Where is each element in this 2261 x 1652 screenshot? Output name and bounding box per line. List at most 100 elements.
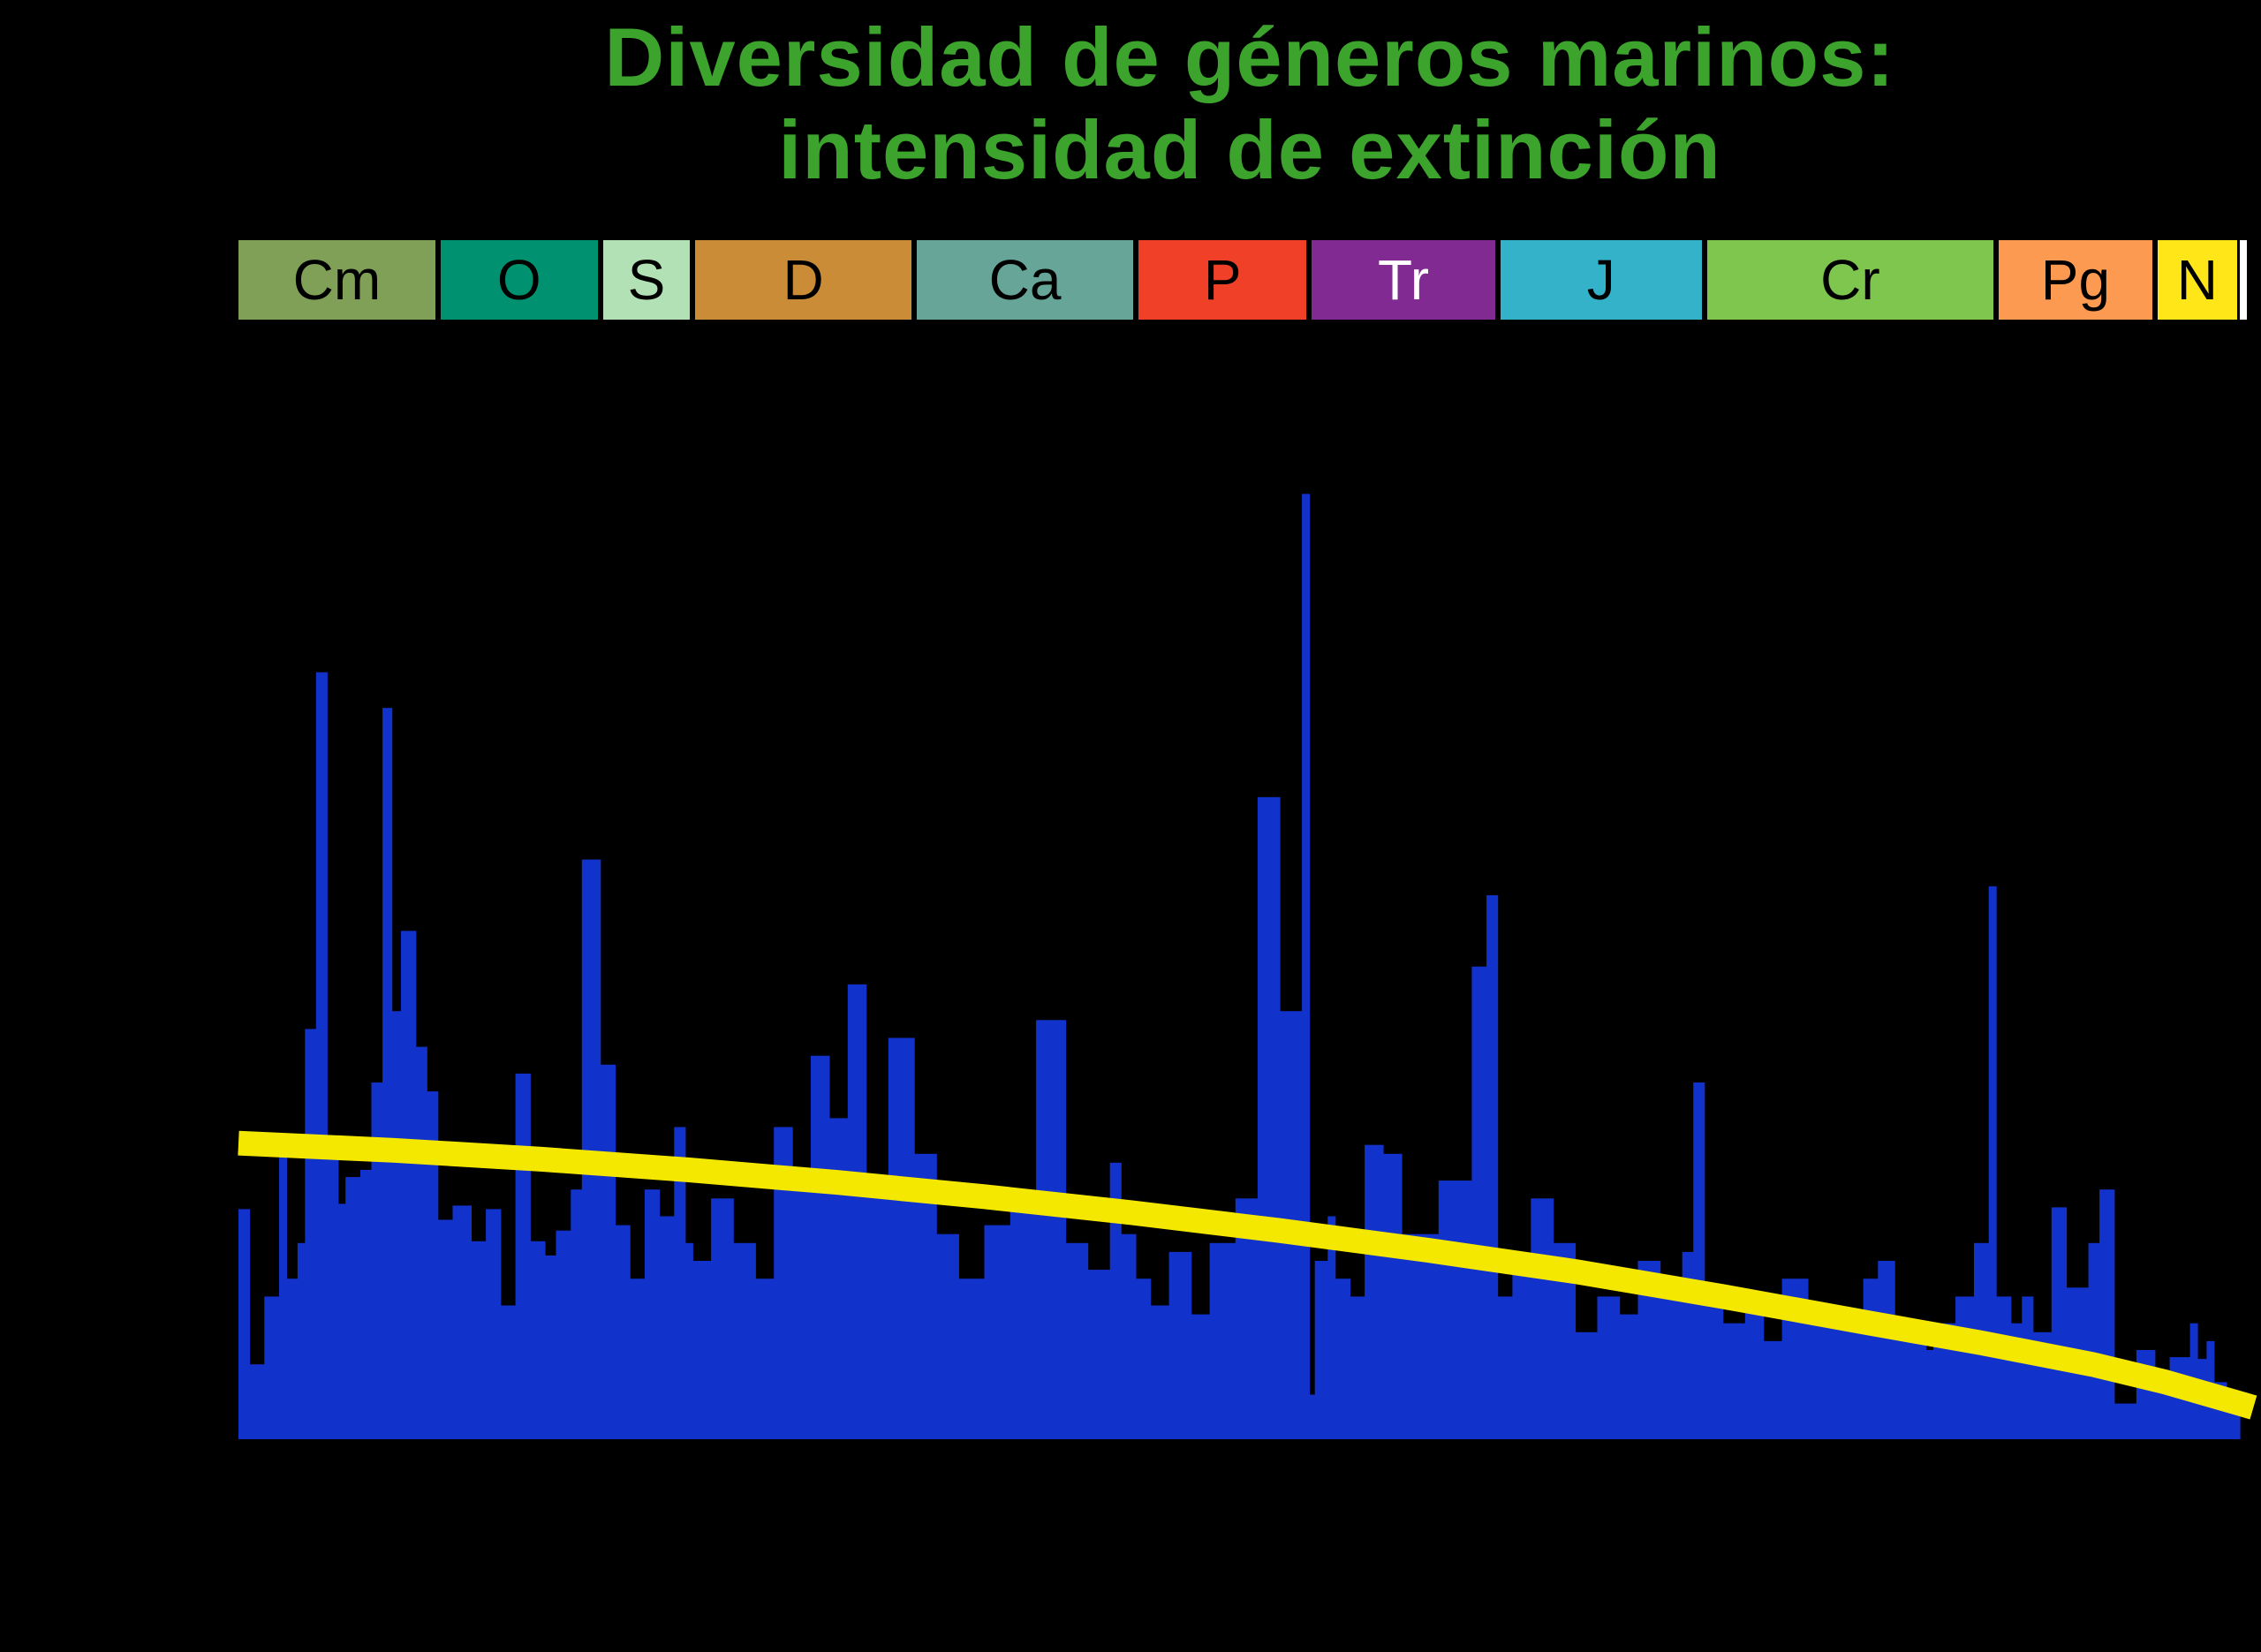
extinction-bar bbox=[674, 1127, 686, 1439]
extinction-bar bbox=[2226, 1389, 2234, 1439]
extinction-bar bbox=[530, 1241, 546, 1439]
extinction-bar bbox=[1497, 1296, 1513, 1439]
extinction-bar bbox=[238, 1209, 251, 1439]
extinction-bar bbox=[1350, 1296, 1365, 1439]
extinction-bar bbox=[755, 1279, 775, 1439]
period-label-S: S bbox=[627, 248, 666, 312]
extinction-bar bbox=[2213, 1382, 2221, 1439]
extinction-bar bbox=[345, 1177, 361, 1439]
extinction-bar bbox=[1065, 1242, 1089, 1439]
extinction-bar bbox=[1402, 1233, 1440, 1439]
extinction-bar bbox=[684, 1242, 693, 1439]
extinction-bar bbox=[382, 707, 393, 1439]
extinction-bar bbox=[1209, 1242, 1236, 1439]
extinction-bar bbox=[1383, 1153, 1403, 1439]
extinction-bar bbox=[1365, 1144, 1384, 1439]
period-label-J: J bbox=[1586, 248, 1615, 312]
extinction-bar bbox=[1257, 796, 1281, 1439]
extinction-bar bbox=[401, 931, 417, 1439]
extinction-bar bbox=[1135, 1279, 1152, 1439]
extinction-bar bbox=[1302, 494, 1311, 1439]
extinction-bar bbox=[1704, 1296, 1724, 1439]
extinction-bar bbox=[958, 1279, 986, 1439]
extinction-bar bbox=[2022, 1296, 2034, 1439]
extinction-bars bbox=[238, 494, 2241, 1439]
extinction-bar bbox=[1597, 1296, 1621, 1439]
extinction-bar bbox=[733, 1242, 756, 1439]
extinction-bar bbox=[1309, 1394, 1316, 1439]
trend-line bbox=[238, 1130, 2257, 1420]
extinction-bar bbox=[437, 1219, 454, 1439]
extinction-bar bbox=[866, 1189, 889, 1439]
extinction-bar bbox=[427, 1091, 439, 1439]
band-right-edge-marker bbox=[2240, 240, 2247, 320]
extinction-bar bbox=[1807, 1323, 1834, 1439]
extinction-bar bbox=[1878, 1261, 1895, 1439]
period-label-Tr: Tr bbox=[1378, 248, 1430, 312]
period-label-D: D bbox=[783, 248, 824, 312]
extinction-bar bbox=[1619, 1314, 1639, 1439]
extinction-bar bbox=[1327, 1216, 1336, 1439]
extinction-bar bbox=[471, 1241, 487, 1439]
period-box-Ca: Ca bbox=[917, 240, 1133, 320]
extinction-bar bbox=[1314, 1261, 1328, 1439]
period-box-Pg: Pg bbox=[1999, 240, 2152, 320]
period-box-Tr: Tr bbox=[1312, 240, 1495, 320]
extinction-bar bbox=[659, 1216, 675, 1439]
page-title: Diversidad de géneros marinos: intensida… bbox=[238, 11, 2261, 197]
extinction-bar bbox=[1438, 1181, 1472, 1439]
period-box-O: O bbox=[440, 240, 598, 320]
extinction-bar bbox=[615, 1225, 631, 1439]
page-title-line1: Diversidad de géneros marinos: bbox=[604, 11, 1895, 103]
extinction-bar bbox=[1763, 1340, 1783, 1439]
extinction-bar bbox=[1722, 1323, 1746, 1439]
period-box-N: N bbox=[2157, 240, 2237, 320]
extinction-bar bbox=[1087, 1270, 1111, 1439]
extinction-bar bbox=[828, 1118, 849, 1439]
extinction-bar bbox=[1512, 1270, 1531, 1439]
extinction-bar bbox=[249, 1364, 265, 1439]
period-label-Ca: Ca bbox=[988, 248, 1062, 312]
extinction-bar bbox=[630, 1279, 646, 1439]
extinction-bar bbox=[315, 672, 328, 1439]
extinction-bar bbox=[1471, 966, 1487, 1439]
extinction-bar bbox=[1335, 1279, 1350, 1439]
extinction-bar bbox=[692, 1261, 712, 1439]
extinction-bar bbox=[1996, 1296, 2012, 1439]
extinction-bar bbox=[360, 1170, 373, 1439]
extinction-bar bbox=[984, 1225, 1011, 1439]
extinction-bar bbox=[515, 1073, 531, 1439]
extinction-bar bbox=[600, 1064, 616, 1439]
extinction-bar bbox=[2088, 1242, 2100, 1439]
extinction-bar bbox=[1660, 1296, 1683, 1439]
period-box-J: J bbox=[1500, 240, 1702, 320]
extinction-bar bbox=[2236, 1412, 2241, 1439]
period-box-Cr: Cr bbox=[1706, 240, 1994, 320]
extinction-bar bbox=[1863, 1279, 1879, 1439]
extinction-bar bbox=[1109, 1162, 1122, 1439]
extinction-bar bbox=[644, 1189, 661, 1439]
extinction-bar bbox=[1744, 1305, 1765, 1439]
geologic-period-band: Cm O S D Ca P Tr J Cr Pg N bbox=[0, 240, 2261, 320]
extinction-bar bbox=[792, 1181, 812, 1439]
extinction-bar bbox=[1168, 1251, 1192, 1439]
extinction-bar bbox=[545, 1255, 557, 1439]
extinction-bar bbox=[264, 1296, 280, 1439]
extinction-bar bbox=[2114, 1403, 2137, 1439]
extinction-bar bbox=[415, 1046, 427, 1439]
extinction-bar bbox=[936, 1233, 959, 1439]
extinction-bar bbox=[500, 1305, 517, 1439]
extinction-bar bbox=[888, 1037, 915, 1439]
extinction-bar bbox=[391, 1011, 402, 1439]
extinction-bar bbox=[556, 1230, 571, 1439]
period-label-N: N bbox=[2176, 248, 2219, 312]
extinction-bar bbox=[2154, 1385, 2171, 1439]
period-label-O: O bbox=[496, 248, 541, 312]
extinction-bar bbox=[1693, 1082, 1705, 1439]
extinction-bar bbox=[1910, 1340, 1927, 1439]
extinction-bar bbox=[286, 1279, 299, 1439]
extinction-bar bbox=[581, 859, 601, 1439]
extinction-bar bbox=[1121, 1233, 1137, 1439]
extinction-bar bbox=[297, 1242, 306, 1439]
extinction-bar bbox=[279, 1144, 287, 1439]
